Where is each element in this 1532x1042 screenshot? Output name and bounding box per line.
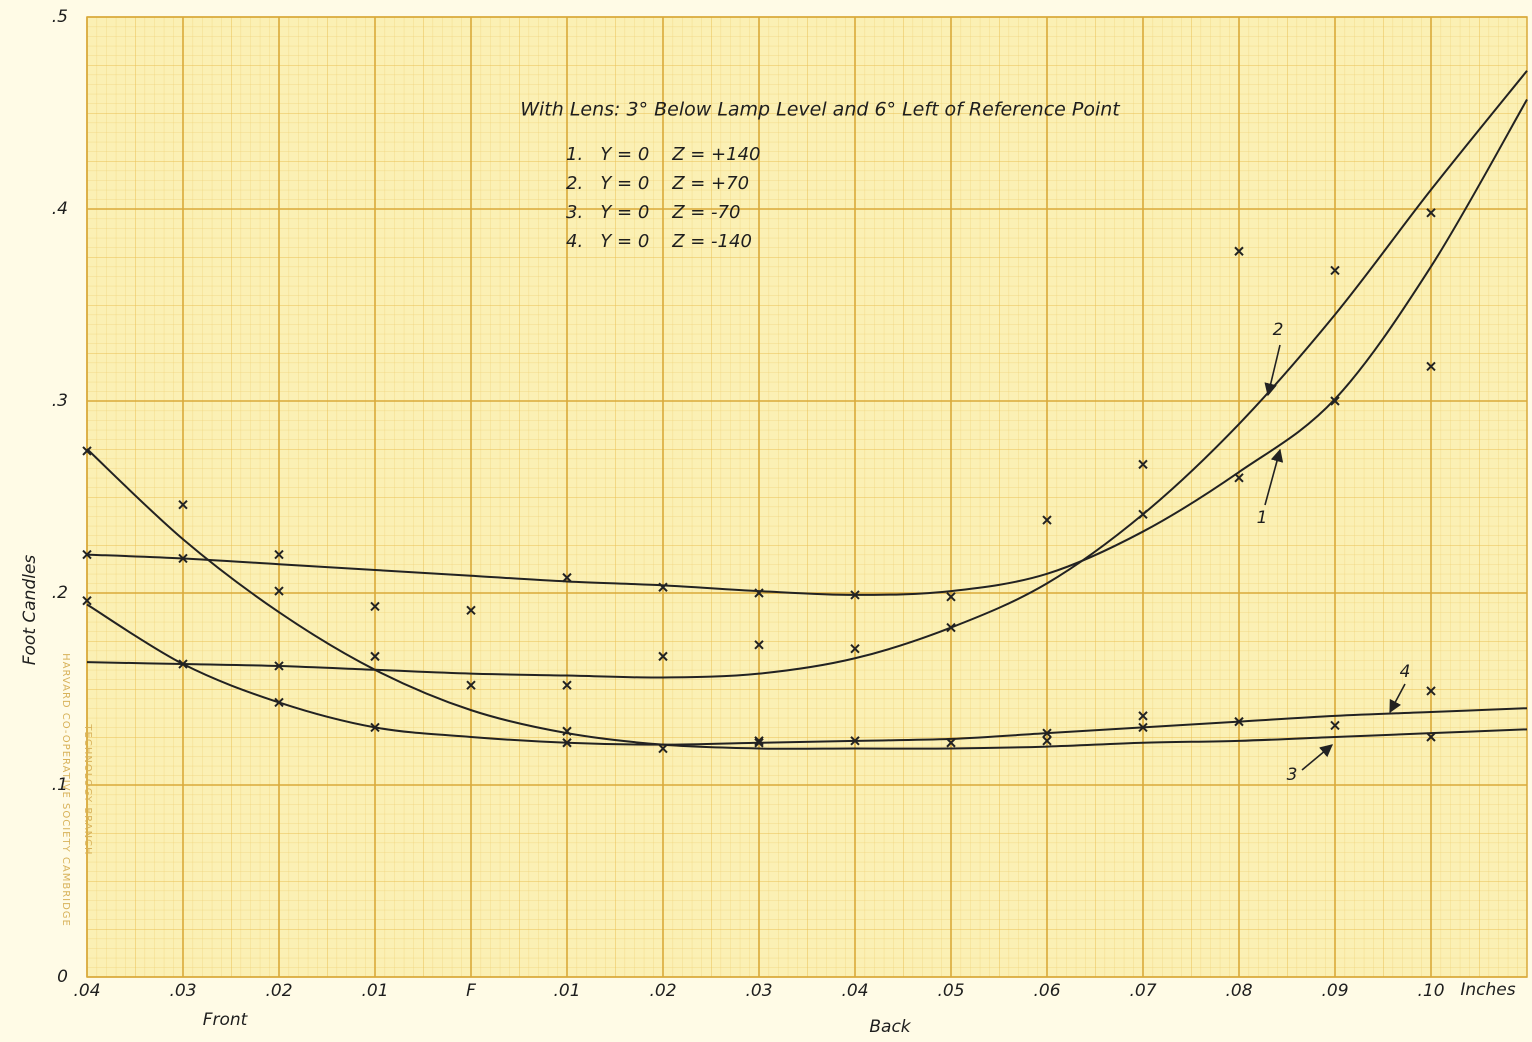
x-tick-label: F	[466, 981, 476, 1001]
observation	[1042, 736, 1052, 746]
observation	[850, 590, 860, 600]
curve-label: 1	[1257, 508, 1268, 528]
callout-arrow	[1264, 448, 1284, 506]
y-tick-label: .4	[52, 199, 68, 219]
observation	[1330, 396, 1340, 406]
observation	[370, 722, 380, 733]
legend-entry: 3. Y = 0 Z = -70	[566, 202, 740, 223]
curve	[86, 448, 1528, 750]
observation	[466, 680, 476, 690]
x-tick-label: .04	[73, 981, 100, 1001]
observation	[82, 549, 92, 560]
observation	[1234, 716, 1244, 727]
x-tick-label: .07	[1129, 981, 1156, 1001]
observation	[1426, 208, 1436, 218]
observation	[946, 738, 956, 748]
observation	[178, 499, 188, 510]
x-axis-unit: Inches	[1460, 980, 1515, 1000]
observation	[946, 592, 956, 602]
observation	[562, 726, 572, 736]
observation	[1042, 515, 1052, 525]
x-tick-label: .08	[1225, 981, 1252, 1001]
chart-title: With Lens: 3° Below Lamp Level and 6° Le…	[520, 99, 1121, 121]
mid-grid	[87, 17, 1527, 977]
y-axis-label: Foot Candles	[20, 555, 40, 666]
observation	[562, 572, 572, 583]
observation	[850, 736, 860, 746]
y-tick-label: .3	[52, 391, 68, 411]
callout-arrow	[1301, 744, 1333, 771]
observation	[1330, 720, 1340, 731]
x-tick-label: .09	[1321, 981, 1348, 1001]
curve	[86, 603, 1528, 746]
observation	[274, 586, 284, 596]
plot-frame	[86, 16, 1528, 978]
x-tick-label: .05	[937, 981, 964, 1001]
observation	[1138, 459, 1148, 470]
grid-layer	[86, 16, 1527, 978]
legend-entry: 1. Y = 0 Z = +140	[566, 144, 761, 165]
observation	[1426, 732, 1436, 742]
observation	[82, 595, 92, 606]
x-axis-label-back: Back	[869, 1017, 911, 1037]
callout-arrow	[1264, 344, 1281, 397]
observation	[1234, 246, 1244, 256]
y-tick-label: .2	[52, 583, 68, 603]
observation	[370, 651, 380, 662]
observation	[178, 553, 188, 564]
curve	[86, 70, 1528, 679]
observation	[1234, 473, 1244, 483]
x-tick-label: .10	[1417, 981, 1444, 1001]
observation	[370, 601, 380, 612]
legend-entry: 2. Y = 0 Z = +70	[566, 173, 749, 194]
observation	[1426, 361, 1436, 372]
observation	[274, 661, 284, 671]
x-tick-label: .02	[649, 981, 676, 1001]
marks-layer	[82, 70, 1528, 771]
observation	[274, 549, 284, 560]
observation	[754, 588, 764, 598]
y-tick-label: 0	[57, 967, 68, 987]
observation	[1330, 265, 1340, 276]
x-tick-label: .04	[841, 981, 868, 1001]
curve-label: 2	[1273, 320, 1284, 340]
watermark: HARVARD CO-OPERATIVE SOCIETY CAMBRIDGE	[60, 653, 71, 927]
observation	[658, 743, 668, 754]
x-axis-label-front: Front	[203, 1010, 249, 1030]
observation	[850, 643, 860, 654]
observation	[658, 582, 668, 592]
callout-arrow	[1389, 683, 1406, 714]
observation	[1042, 728, 1052, 738]
x-tick-label: .03	[745, 981, 772, 1001]
x-tick-label: .06	[1033, 981, 1060, 1001]
observation	[178, 659, 188, 669]
curve-label: 3	[1287, 765, 1298, 785]
x-tick-label: .01	[361, 981, 388, 1001]
observation	[754, 738, 764, 748]
observation	[1138, 509, 1148, 519]
observation	[562, 738, 572, 748]
x-tick-label: .03	[169, 981, 196, 1001]
observation	[1138, 711, 1148, 721]
observation	[466, 605, 476, 615]
observation	[82, 446, 92, 456]
observation	[274, 697, 284, 708]
watermark: TECHNOLOGY BRANCH	[82, 723, 93, 855]
observation	[1426, 686, 1436, 696]
observation	[754, 736, 764, 746]
observation	[658, 651, 668, 662]
observation	[754, 640, 764, 650]
observation	[562, 680, 572, 690]
x-tick-label: .02	[265, 981, 292, 1001]
y-tick-label: .1	[52, 775, 68, 795]
y-tick-label: .5	[52, 7, 68, 27]
observation	[946, 622, 956, 633]
x-tick-label: .01	[553, 981, 580, 1001]
observation	[1138, 722, 1148, 733]
legend-entry: 4. Y = 0 Z = -140	[566, 231, 752, 252]
curve-label: 4	[1400, 662, 1411, 682]
